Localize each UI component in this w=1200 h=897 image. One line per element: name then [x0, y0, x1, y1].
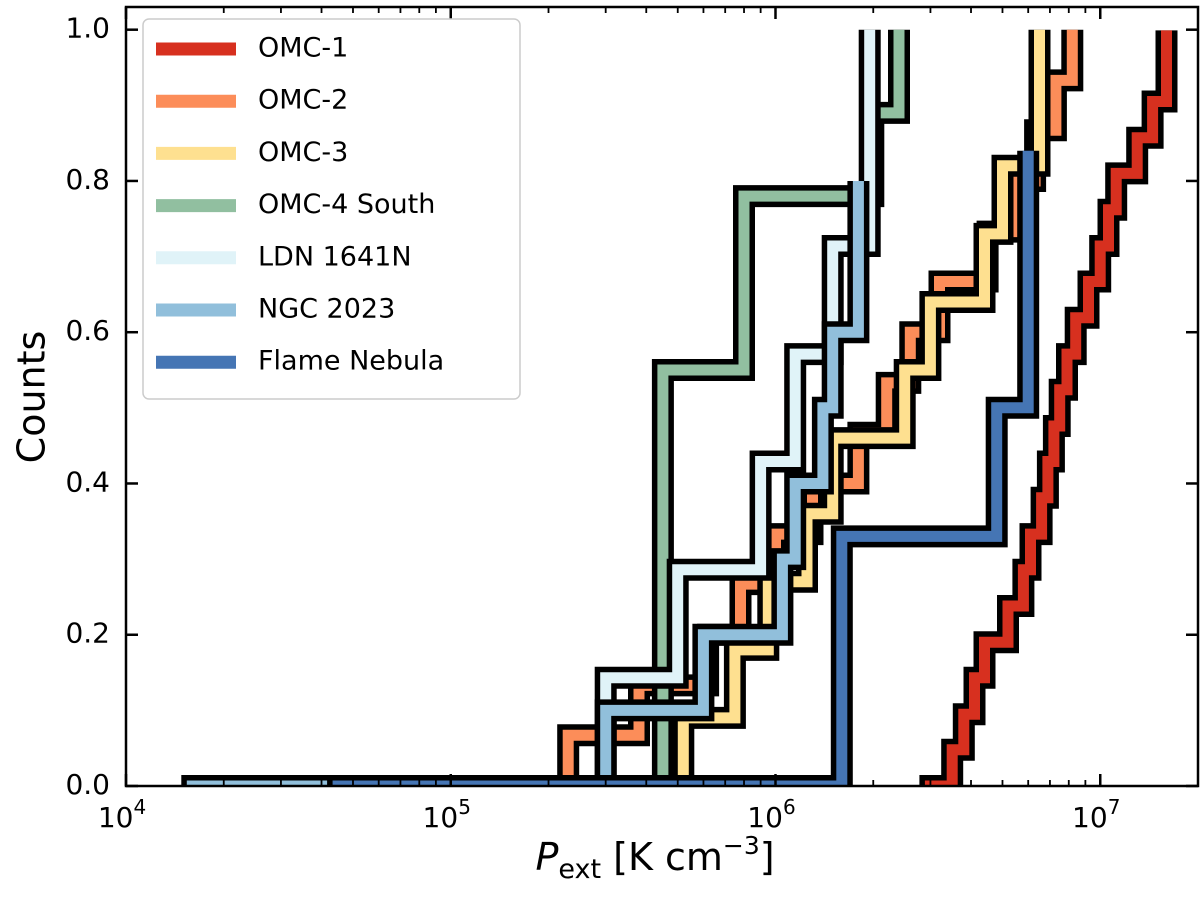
- legend-label: Flame Nebula: [258, 346, 444, 377]
- legend-item-ldn-1641n: LDN 1641N: [156, 241, 412, 272]
- x-tick-label: 106: [747, 795, 795, 834]
- series-line-flame-nebula: [332, 150, 1034, 786]
- y-tick-label: 0.0: [65, 768, 110, 801]
- x-axis-label: Pext [K cm−3]: [535, 831, 774, 885]
- legend: OMC-1 OMC-2 OMC-3 OMC-4 South LDN 1641N NGC 2…: [142, 18, 521, 400]
- x-axis-label-symbol: P: [535, 835, 558, 879]
- series-line-omc-4-south: [270, 29, 905, 786]
- series-flame-nebula: [327, 150, 1040, 786]
- x-axis-label-subscript: ext: [558, 854, 601, 885]
- x-tick-label: 105: [423, 795, 471, 834]
- x-tick-label: 107: [1072, 795, 1120, 834]
- legend-item-omc-2: OMC-2: [156, 85, 348, 116]
- ticks-layer: 0.0 0.2 0.4 0.6 0.8 1.0 104 105 106 107: [65, 7, 1199, 834]
- series-omc-1: [919, 30, 1178, 786]
- y-tick-label: 0.6: [65, 314, 110, 347]
- series-layer: [181, 29, 1178, 786]
- legend-label: LDN 1641N: [258, 241, 412, 272]
- series-line-ngc-2023: [186, 181, 864, 786]
- legend-label: OMC-1: [258, 33, 348, 64]
- legend-label: OMC-4 South: [258, 189, 435, 220]
- legend-box: [142, 18, 521, 400]
- y-tick-label: 0.8: [65, 163, 110, 196]
- legend-item-omc-4-south: OMC-4 South: [156, 189, 435, 220]
- x-axis-label-unit: [K cm: [601, 835, 723, 879]
- series-line-omc-1: [924, 30, 1172, 786]
- legend-label: NGC 2023: [258, 294, 395, 325]
- series-omc-4-south: [265, 29, 910, 786]
- legend-item-flame-nebula: Flame Nebula: [156, 346, 444, 377]
- y-tick-label: 0.4: [65, 465, 110, 498]
- legend-label: OMC-3: [258, 137, 348, 168]
- y-axis-label: Counts: [10, 331, 54, 464]
- legend-item-ngc-2023: NGC 2023: [156, 294, 395, 325]
- x-axis-label-unit-close: ]: [760, 835, 775, 879]
- plot-frame: [124, 5, 1200, 788]
- legend-item-omc-1: OMC-1: [156, 33, 348, 64]
- x-tick-label: 104: [98, 795, 146, 834]
- y-tick-label: 0.2: [65, 617, 110, 650]
- x-axis-label-unit-exponent: −3: [723, 831, 760, 860]
- legend-label: OMC-2: [258, 85, 348, 116]
- legend-item-omc-3: OMC-3: [156, 137, 348, 168]
- y-tick-label: 1.0: [65, 12, 110, 45]
- series-ngc-2023: [181, 181, 870, 786]
